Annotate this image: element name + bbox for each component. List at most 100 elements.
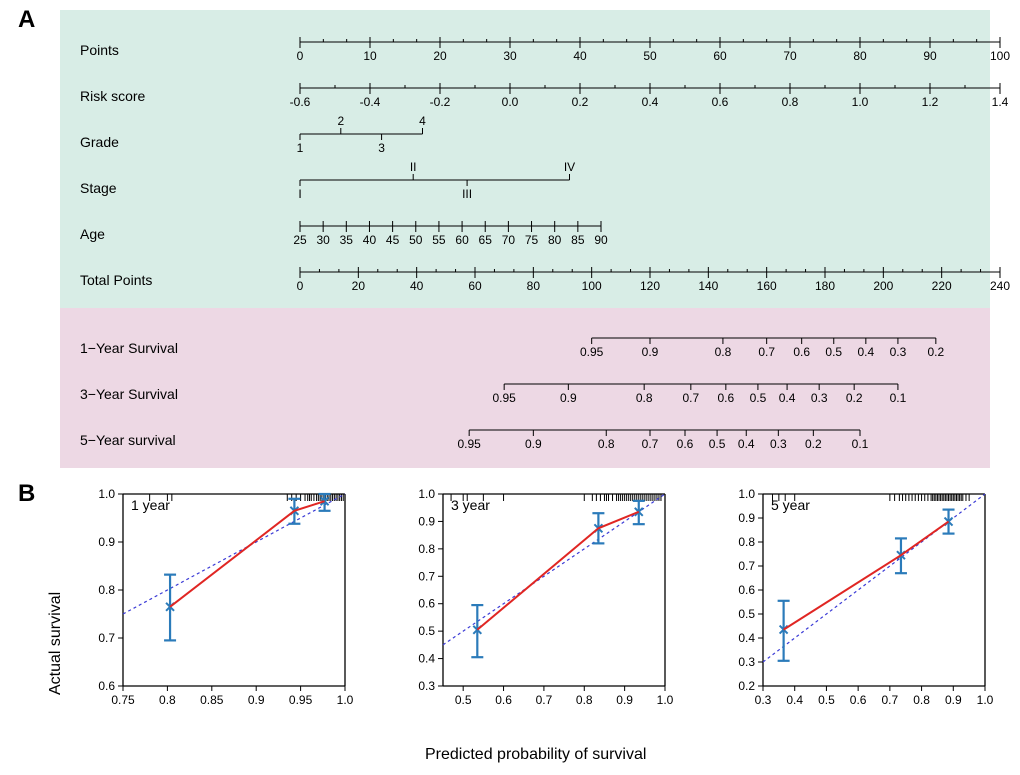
svg-text:80: 80 <box>853 49 867 63</box>
svg-text:0.2: 0.2 <box>572 95 589 109</box>
svg-text:0.5: 0.5 <box>825 345 842 359</box>
panel-b-label: B <box>18 480 35 508</box>
svg-text:II: II <box>410 160 417 174</box>
svg-text:0.0: 0.0 <box>502 95 519 109</box>
svg-text:45: 45 <box>386 233 400 247</box>
svg-text:20: 20 <box>433 49 447 63</box>
svg-text:50: 50 <box>409 233 423 247</box>
svg-text:0.8: 0.8 <box>576 693 593 707</box>
svg-text:0.9: 0.9 <box>616 693 633 707</box>
svg-text:0: 0 <box>297 49 304 63</box>
svg-text:1.0: 1.0 <box>98 487 115 501</box>
svg-text:0.6: 0.6 <box>712 95 729 109</box>
svg-text:0.3: 0.3 <box>890 345 907 359</box>
svg-text:0.5: 0.5 <box>709 437 726 451</box>
calib-ylabel: Actual survival <box>47 592 65 695</box>
svg-text:0.7: 0.7 <box>738 559 755 573</box>
svg-text:0.2: 0.2 <box>846 391 863 405</box>
svg-text:3: 3 <box>378 141 385 155</box>
svg-text:75: 75 <box>525 233 539 247</box>
svg-text:180: 180 <box>815 279 835 293</box>
svg-text:85: 85 <box>571 233 585 247</box>
svg-text:1.0: 1.0 <box>418 487 435 501</box>
svg-text:I: I <box>298 187 301 201</box>
svg-text:0.6: 0.6 <box>717 391 734 405</box>
svg-text:0.7: 0.7 <box>536 693 553 707</box>
svg-text:240: 240 <box>990 279 1010 293</box>
svg-text:-0.2: -0.2 <box>430 95 451 109</box>
svg-text:80: 80 <box>548 233 562 247</box>
svg-text:-0.4: -0.4 <box>360 95 381 109</box>
calib-3yr: 0.50.60.70.80.91.00.30.40.50.60.70.80.91… <box>395 480 685 750</box>
svg-text:0.9: 0.9 <box>642 345 659 359</box>
svg-text:0.95: 0.95 <box>289 693 313 707</box>
svg-text:0.5: 0.5 <box>455 693 472 707</box>
svg-text:120: 120 <box>640 279 660 293</box>
svg-text:0.3: 0.3 <box>811 391 828 405</box>
svg-text:0.3: 0.3 <box>418 679 435 693</box>
svg-text:0.4: 0.4 <box>857 345 874 359</box>
svg-text:25: 25 <box>293 233 307 247</box>
svg-text:60: 60 <box>713 49 727 63</box>
svg-text:0.8: 0.8 <box>418 542 435 556</box>
svg-text:60: 60 <box>468 279 482 293</box>
svg-text:100: 100 <box>990 49 1010 63</box>
svg-text:0.8: 0.8 <box>598 437 615 451</box>
svg-text:1.0: 1.0 <box>852 95 869 109</box>
svg-text:0.8: 0.8 <box>636 391 653 405</box>
svg-text:0.4: 0.4 <box>642 95 659 109</box>
svg-text:0.1: 0.1 <box>890 391 907 405</box>
calib-5yr: 0.30.40.50.60.70.80.91.00.20.30.40.50.60… <box>715 480 1005 750</box>
svg-text:50: 50 <box>643 49 657 63</box>
svg-text:0.9: 0.9 <box>560 391 577 405</box>
svg-text:0.3: 0.3 <box>770 437 787 451</box>
svg-text:220: 220 <box>932 279 952 293</box>
svg-text:0.8: 0.8 <box>913 693 930 707</box>
svg-text:0.8: 0.8 <box>738 535 755 549</box>
svg-text:0.6: 0.6 <box>418 597 435 611</box>
svg-text:140: 140 <box>698 279 718 293</box>
svg-text:0.6: 0.6 <box>793 345 810 359</box>
svg-text:60: 60 <box>455 233 469 247</box>
svg-text:0.9: 0.9 <box>738 511 755 525</box>
svg-text:0: 0 <box>297 279 304 293</box>
svg-text:0.1: 0.1 <box>852 437 869 451</box>
panel-a-label: A <box>18 6 35 34</box>
svg-text:4: 4 <box>419 114 426 128</box>
svg-text:55: 55 <box>432 233 446 247</box>
svg-text:90: 90 <box>923 49 937 63</box>
svg-text:-0.6: -0.6 <box>290 95 311 109</box>
svg-text:0.4: 0.4 <box>738 437 755 451</box>
svg-text:0.2: 0.2 <box>805 437 822 451</box>
svg-text:0.95: 0.95 <box>457 437 481 451</box>
svg-text:0.4: 0.4 <box>418 652 435 666</box>
svg-text:0.6: 0.6 <box>738 583 755 597</box>
svg-text:1.0: 1.0 <box>337 693 354 707</box>
svg-text:90: 90 <box>594 233 608 247</box>
calib-1yr: 0.750.80.850.90.951.00.60.70.80.91.01 ye… <box>75 480 365 750</box>
svg-text:80: 80 <box>527 279 541 293</box>
svg-text:0.9: 0.9 <box>418 514 435 528</box>
svg-text:0.6: 0.6 <box>495 693 512 707</box>
svg-text:0.5: 0.5 <box>418 624 435 638</box>
svg-text:0.9: 0.9 <box>525 437 542 451</box>
svg-text:1.0: 1.0 <box>738 487 755 501</box>
svg-text:70: 70 <box>502 233 516 247</box>
svg-text:160: 160 <box>757 279 777 293</box>
svg-text:0.4: 0.4 <box>779 391 796 405</box>
svg-text:0.95: 0.95 <box>492 391 516 405</box>
svg-text:0.2: 0.2 <box>927 345 944 359</box>
svg-text:0.6: 0.6 <box>98 679 115 693</box>
svg-text:0.7: 0.7 <box>682 391 699 405</box>
svg-text:0.8: 0.8 <box>159 693 176 707</box>
svg-text:10: 10 <box>363 49 377 63</box>
svg-text:0.8: 0.8 <box>782 95 799 109</box>
svg-text:35: 35 <box>340 233 354 247</box>
svg-text:0.85: 0.85 <box>200 693 224 707</box>
svg-text:2: 2 <box>337 114 344 128</box>
svg-text:0.7: 0.7 <box>98 631 115 645</box>
svg-text:0.5: 0.5 <box>738 607 755 621</box>
svg-text:0.5: 0.5 <box>818 693 835 707</box>
svg-text:1.0: 1.0 <box>657 693 674 707</box>
svg-text:40: 40 <box>573 49 587 63</box>
